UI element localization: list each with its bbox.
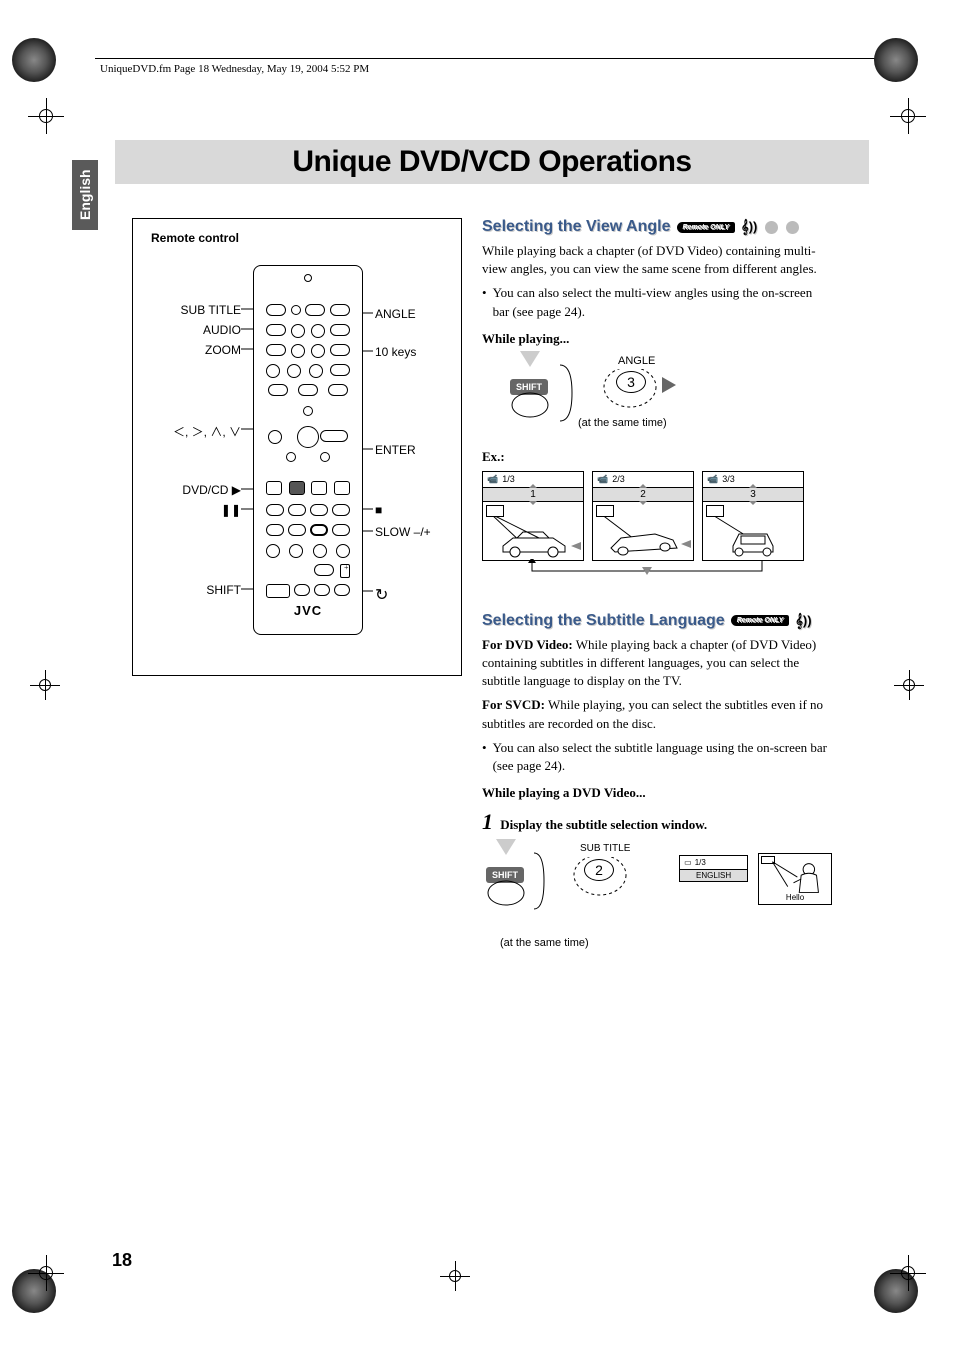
remote-diagram: SUB TITLE AUDIO ZOOM ＜, ＞, ∧, ∨ DVD/CD ▶… bbox=[143, 265, 451, 655]
tv-preview: Hello bbox=[758, 853, 832, 905]
jvc-logo: JVC bbox=[254, 603, 362, 618]
camera-icon: 📹 bbox=[597, 474, 608, 485]
remote-control-panel: Remote control SUB TITLE AUDIO ZOOM ＜, ＞… bbox=[132, 218, 462, 676]
subtitle-label: SUB TITLE bbox=[580, 843, 630, 854]
callout-arrows: ＜, ＞, ∧, ∨ bbox=[143, 423, 241, 440]
arrow-down-icon bbox=[496, 839, 516, 855]
crop-mark bbox=[890, 98, 926, 134]
tv-subtitle-text: Hello bbox=[759, 893, 831, 902]
angle-while-playing: While playing... bbox=[482, 331, 832, 347]
crop-mark bbox=[30, 670, 60, 700]
key-outline bbox=[600, 369, 660, 419]
bracket-icon bbox=[558, 363, 588, 423]
crop-mark bbox=[440, 1261, 470, 1291]
page-title: Unique DVD/VCD Operations bbox=[292, 145, 691, 179]
sound-icon: 𝄞)) bbox=[741, 219, 757, 235]
camera-box-icon bbox=[706, 505, 724, 517]
callout-dvdcd: DVD/CD ▶ bbox=[143, 483, 241, 497]
same-time-label-2: (at the same time) bbox=[500, 937, 832, 949]
callout-enter: ENTER bbox=[375, 443, 416, 457]
callout-angle: ANGLE bbox=[375, 307, 416, 321]
crop-mark bbox=[890, 1255, 926, 1291]
dot-icon bbox=[786, 221, 799, 234]
angle-label: ANGLE bbox=[618, 355, 655, 367]
heading-view-angle: Selecting the View Angle Remote ONLY 𝄞)) bbox=[482, 218, 832, 236]
callout-zoom: ZOOM bbox=[143, 343, 241, 357]
corner-ornament bbox=[874, 38, 918, 82]
heading-text: Selecting the Subtitle Language bbox=[482, 612, 725, 630]
shift-key-outline bbox=[510, 391, 550, 431]
subtitle-bullet: You can also select the subtitle languag… bbox=[482, 739, 832, 775]
right-column: Selecting the View Angle Remote ONLY 𝄞))… bbox=[482, 218, 832, 949]
callout-10keys: 10 keys bbox=[375, 345, 416, 359]
arrow-right-icon bbox=[662, 377, 676, 393]
camera-icon: 📹 bbox=[487, 474, 498, 485]
dot-icon bbox=[765, 221, 778, 234]
remote-label: Remote control bbox=[151, 231, 451, 245]
callout-audio: AUDIO bbox=[143, 323, 241, 337]
step-number: 1 bbox=[482, 809, 493, 834]
angle-cell-3: 📹3/3 3 bbox=[702, 471, 804, 561]
arrow-down-icon bbox=[520, 351, 540, 367]
ex-label: Ex.: bbox=[482, 449, 505, 465]
callout-shift: SHIFT bbox=[143, 583, 241, 597]
remote-box: Remote control SUB TITLE AUDIO ZOOM ＜, ＞… bbox=[132, 218, 462, 676]
angle-cell-2: 📹2/3 2 bbox=[592, 471, 694, 561]
cycle-arrows bbox=[482, 559, 812, 585]
heading-text: Selecting the View Angle bbox=[482, 218, 671, 236]
crop-mark bbox=[28, 1255, 64, 1291]
subtitle-osd-box: ▭1/3 ENGLISH bbox=[679, 855, 748, 882]
key-outline bbox=[570, 857, 630, 907]
camera-box-icon bbox=[486, 505, 504, 517]
language-tab: English bbox=[72, 160, 98, 230]
bracket-icon bbox=[532, 851, 558, 911]
callout-slow: SLOW –/+ bbox=[375, 525, 431, 539]
subtitle-p-dvd: For DVD Video: While playing back a chap… bbox=[482, 636, 832, 691]
callout-stop: ■ bbox=[375, 503, 382, 517]
remote-body: + JVC bbox=[253, 265, 363, 635]
subtitle-osd-icon: ▭ bbox=[684, 858, 692, 867]
angle-shift-diagram: SHIFT ANGLE 3 (at the same time) bbox=[502, 355, 832, 445]
sound-icon: 𝄞)) bbox=[795, 613, 811, 629]
page-number: 18 bbox=[112, 1250, 132, 1271]
same-time-label: (at the same time) bbox=[578, 417, 667, 429]
remote-only-badge: Remote ONLY bbox=[731, 615, 790, 626]
remote-only-badge: Remote ONLY bbox=[677, 222, 736, 233]
callout-repeat: ↻ bbox=[375, 585, 388, 605]
page-title-bar: Unique DVD/VCD Operations bbox=[115, 140, 869, 184]
angle-example-grid: 📹1/3 1 📹2/3 2 bbox=[482, 471, 832, 561]
shift-key-outline bbox=[486, 879, 526, 919]
subtitle-while-playing: While playing a DVD Video... bbox=[482, 785, 832, 801]
callout-subtitle: SUB TITLE bbox=[143, 303, 241, 317]
step-1: 1 Display the subtitle selection window. bbox=[482, 809, 832, 835]
angle-cell-1: 📹1/3 1 bbox=[482, 471, 584, 561]
corner-ornament bbox=[12, 38, 56, 82]
subtitle-diagram-row: SHIFT SUB TITLE 2 ▭1/3 ENGLISH Hello bbox=[482, 843, 832, 933]
callout-pause: ❚❚ bbox=[143, 503, 241, 517]
heading-subtitle-language: Selecting the Subtitle Language Remote O… bbox=[482, 612, 832, 630]
crop-mark bbox=[28, 98, 64, 134]
header-rule bbox=[95, 58, 894, 59]
subtitle-p-svcd: For SVCD: While playing, you can select … bbox=[482, 696, 832, 732]
angle-paragraph: While playing back a chapter (of DVD Vid… bbox=[482, 242, 832, 278]
angle-bullet: You can also select the multi-view angle… bbox=[482, 284, 832, 320]
header-text: UniqueDVD.fm Page 18 Wednesday, May 19, … bbox=[100, 63, 369, 75]
crop-mark bbox=[894, 670, 924, 700]
camera-box-icon bbox=[596, 505, 614, 517]
camera-icon: 📹 bbox=[707, 474, 718, 485]
